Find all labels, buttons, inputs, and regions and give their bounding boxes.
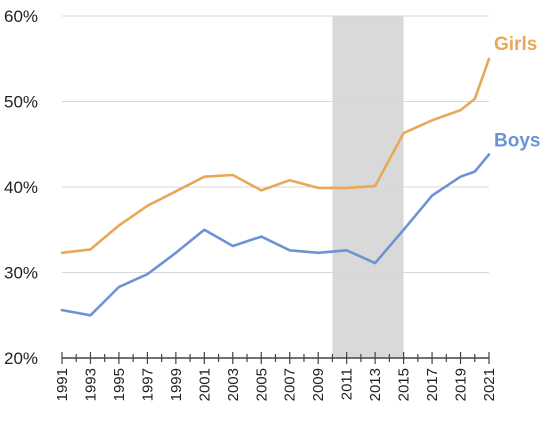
grid-layer [62, 15, 489, 273]
y-tick-label: 50% [4, 93, 38, 112]
y-tick-label: 60% [4, 7, 38, 26]
x-tick-label: 2021 [481, 368, 498, 401]
x-tick-label: 1991 [54, 368, 71, 401]
x-tick-label: 2003 [225, 368, 242, 401]
x-tick-label: 2015 [396, 368, 413, 401]
series-label-boys: Boys [494, 131, 540, 152]
x-tick-label: 1999 [168, 368, 185, 401]
x-tick-label: 2013 [367, 368, 384, 401]
x-tick-label: 2001 [196, 368, 213, 401]
y-tick-label: 30% [4, 264, 38, 283]
series-line-boys [60, 153, 491, 317]
x-tick-label: 2017 [424, 368, 441, 401]
series-line-girls [60, 57, 491, 255]
series-lines [60, 57, 491, 317]
x-axis-tick-labels: 1991 1993 1995 1997 1999 2001 2003 2005 2007 2009… [54, 368, 498, 401]
y-axis-tick-labels: 20% 30% 40% 50% 60% [4, 7, 38, 368]
y-tick-label: 40% [4, 178, 38, 197]
x-tick-label: 2005 [253, 368, 270, 401]
x-tick-label: 2009 [310, 368, 327, 401]
x-tick-label: 1995 [111, 368, 128, 401]
x-tick-label: 2007 [282, 368, 299, 401]
y-tick-label: 20% [4, 349, 38, 368]
x-tick-label: 1997 [139, 368, 156, 401]
x-tick-label: 1993 [82, 368, 99, 401]
series-labels: Girls Boys [494, 34, 540, 152]
x-axis [61, 352, 490, 364]
x-tick-label: 2019 [453, 368, 470, 401]
x-tick-label: 2011 [339, 368, 356, 400]
series-label-girls: Girls [494, 34, 537, 55]
